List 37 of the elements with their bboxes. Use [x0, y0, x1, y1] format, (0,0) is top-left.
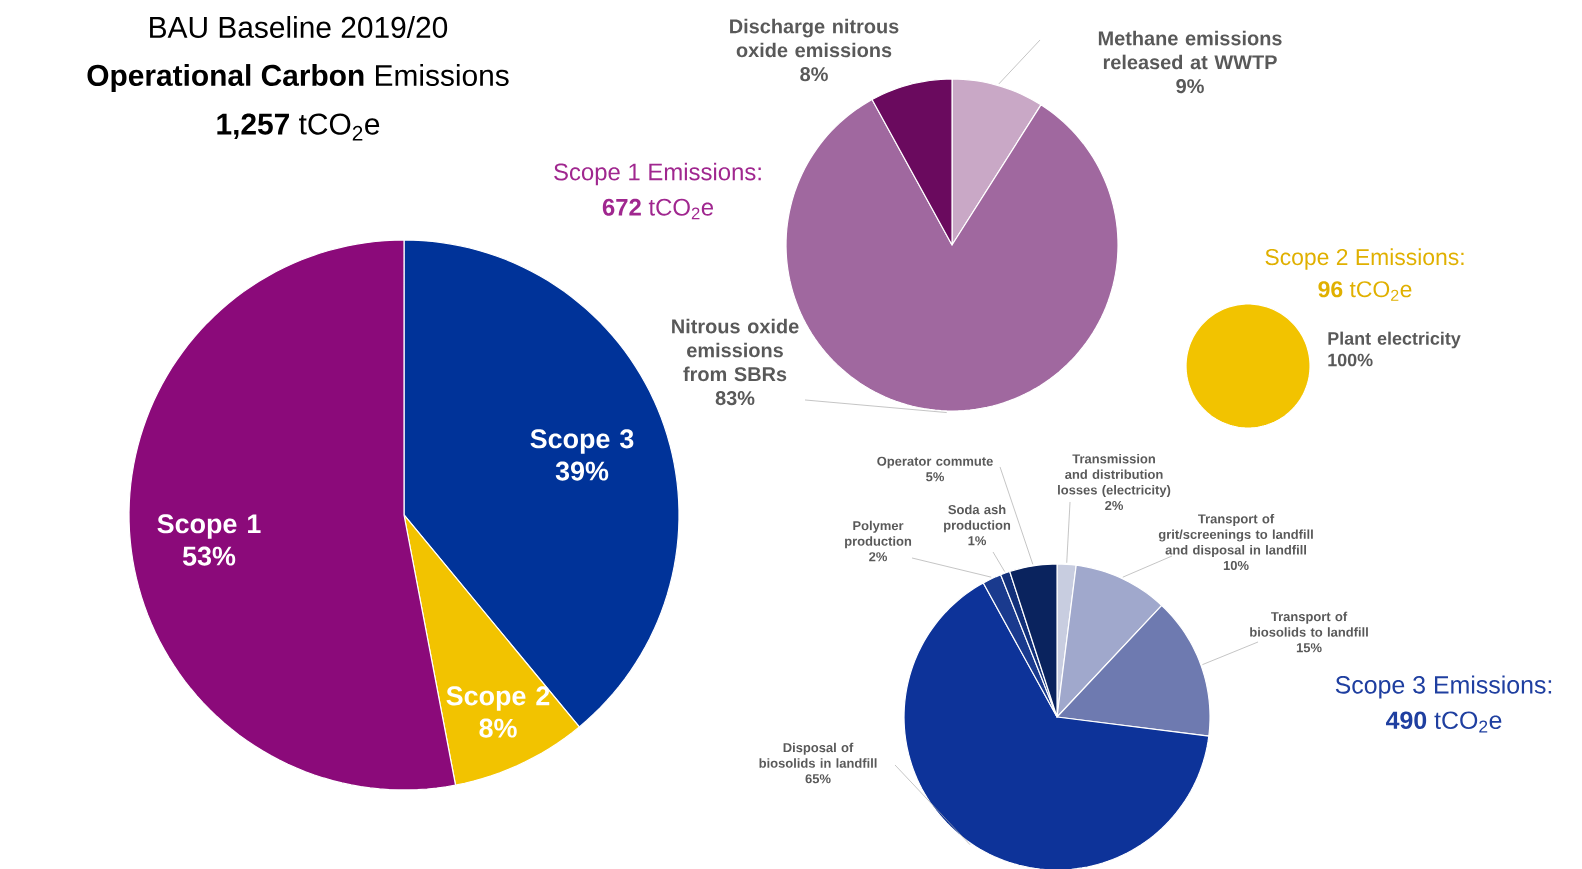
slice-label: Operator commute: [877, 456, 993, 469]
slice-label: Disposal of biosolids in landfill: [759, 742, 877, 768]
chart-title: BAU Baseline 2019/20: [150, 16, 448, 38]
slice-label: Plant electricity: [1328, 331, 1461, 349]
data-label: 10%: [1223, 560, 1249, 571]
chart-subtitle: Operational Carbon Emissions: [87, 64, 509, 92]
data-label: 9%: [1176, 79, 1204, 94]
slice-label: Methane emissions released at WWTP: [1098, 30, 1282, 70]
chart-subtitle: 96 tCO$_{2}$e: [1318, 281, 1412, 301]
slice-label: Transport of grit/screenings to landfill and disposal in landfill: [1158, 513, 1313, 558]
data-label: 8%: [800, 67, 828, 82]
text: 672 tCO$_{2}$e: [602, 198, 714, 220]
data-label: 1%: [968, 536, 987, 546]
data-label: 100%: [1328, 353, 1373, 367]
data-label: 5%: [926, 472, 945, 482]
data-label: 15%: [1296, 643, 1322, 653]
slice-label: Transmission and distribution losses (electricity): [1058, 453, 1171, 498]
slice-label: Polymer production: [845, 520, 912, 549]
data-label: 39%: [555, 461, 609, 481]
chart-title: Scope 2 Emissions:: [1265, 248, 1464, 270]
data-label: 83%: [715, 391, 755, 406]
slice-label: Nitrous oxide emissions from SBRs: [672, 318, 799, 382]
text: 490 tCO$_{2}$e: [1386, 711, 1502, 733]
data-label: 65%: [805, 774, 831, 784]
data-label: 2%: [1105, 500, 1124, 511]
text: Scope 1 Emissions:: [554, 162, 761, 186]
data-label: 2%: [869, 552, 888, 562]
slice-label: Transport of biosolids to landfill: [1250, 611, 1368, 637]
data-label: 8%: [479, 718, 517, 738]
slice-label: Discharge nitrous oxide emissions: [730, 18, 899, 58]
slice-label: Scope 3: [530, 429, 634, 454]
text: 1,257 tCO$_{2}$e: [217, 113, 380, 141]
slice-label: Soda ash production: [944, 504, 1011, 533]
data-label: 53%: [182, 546, 236, 566]
slice-label: Scope 2: [446, 686, 550, 711]
text: Scope 3 Emissions:: [1335, 675, 1552, 699]
slice-label: Scope 1: [157, 514, 261, 539]
